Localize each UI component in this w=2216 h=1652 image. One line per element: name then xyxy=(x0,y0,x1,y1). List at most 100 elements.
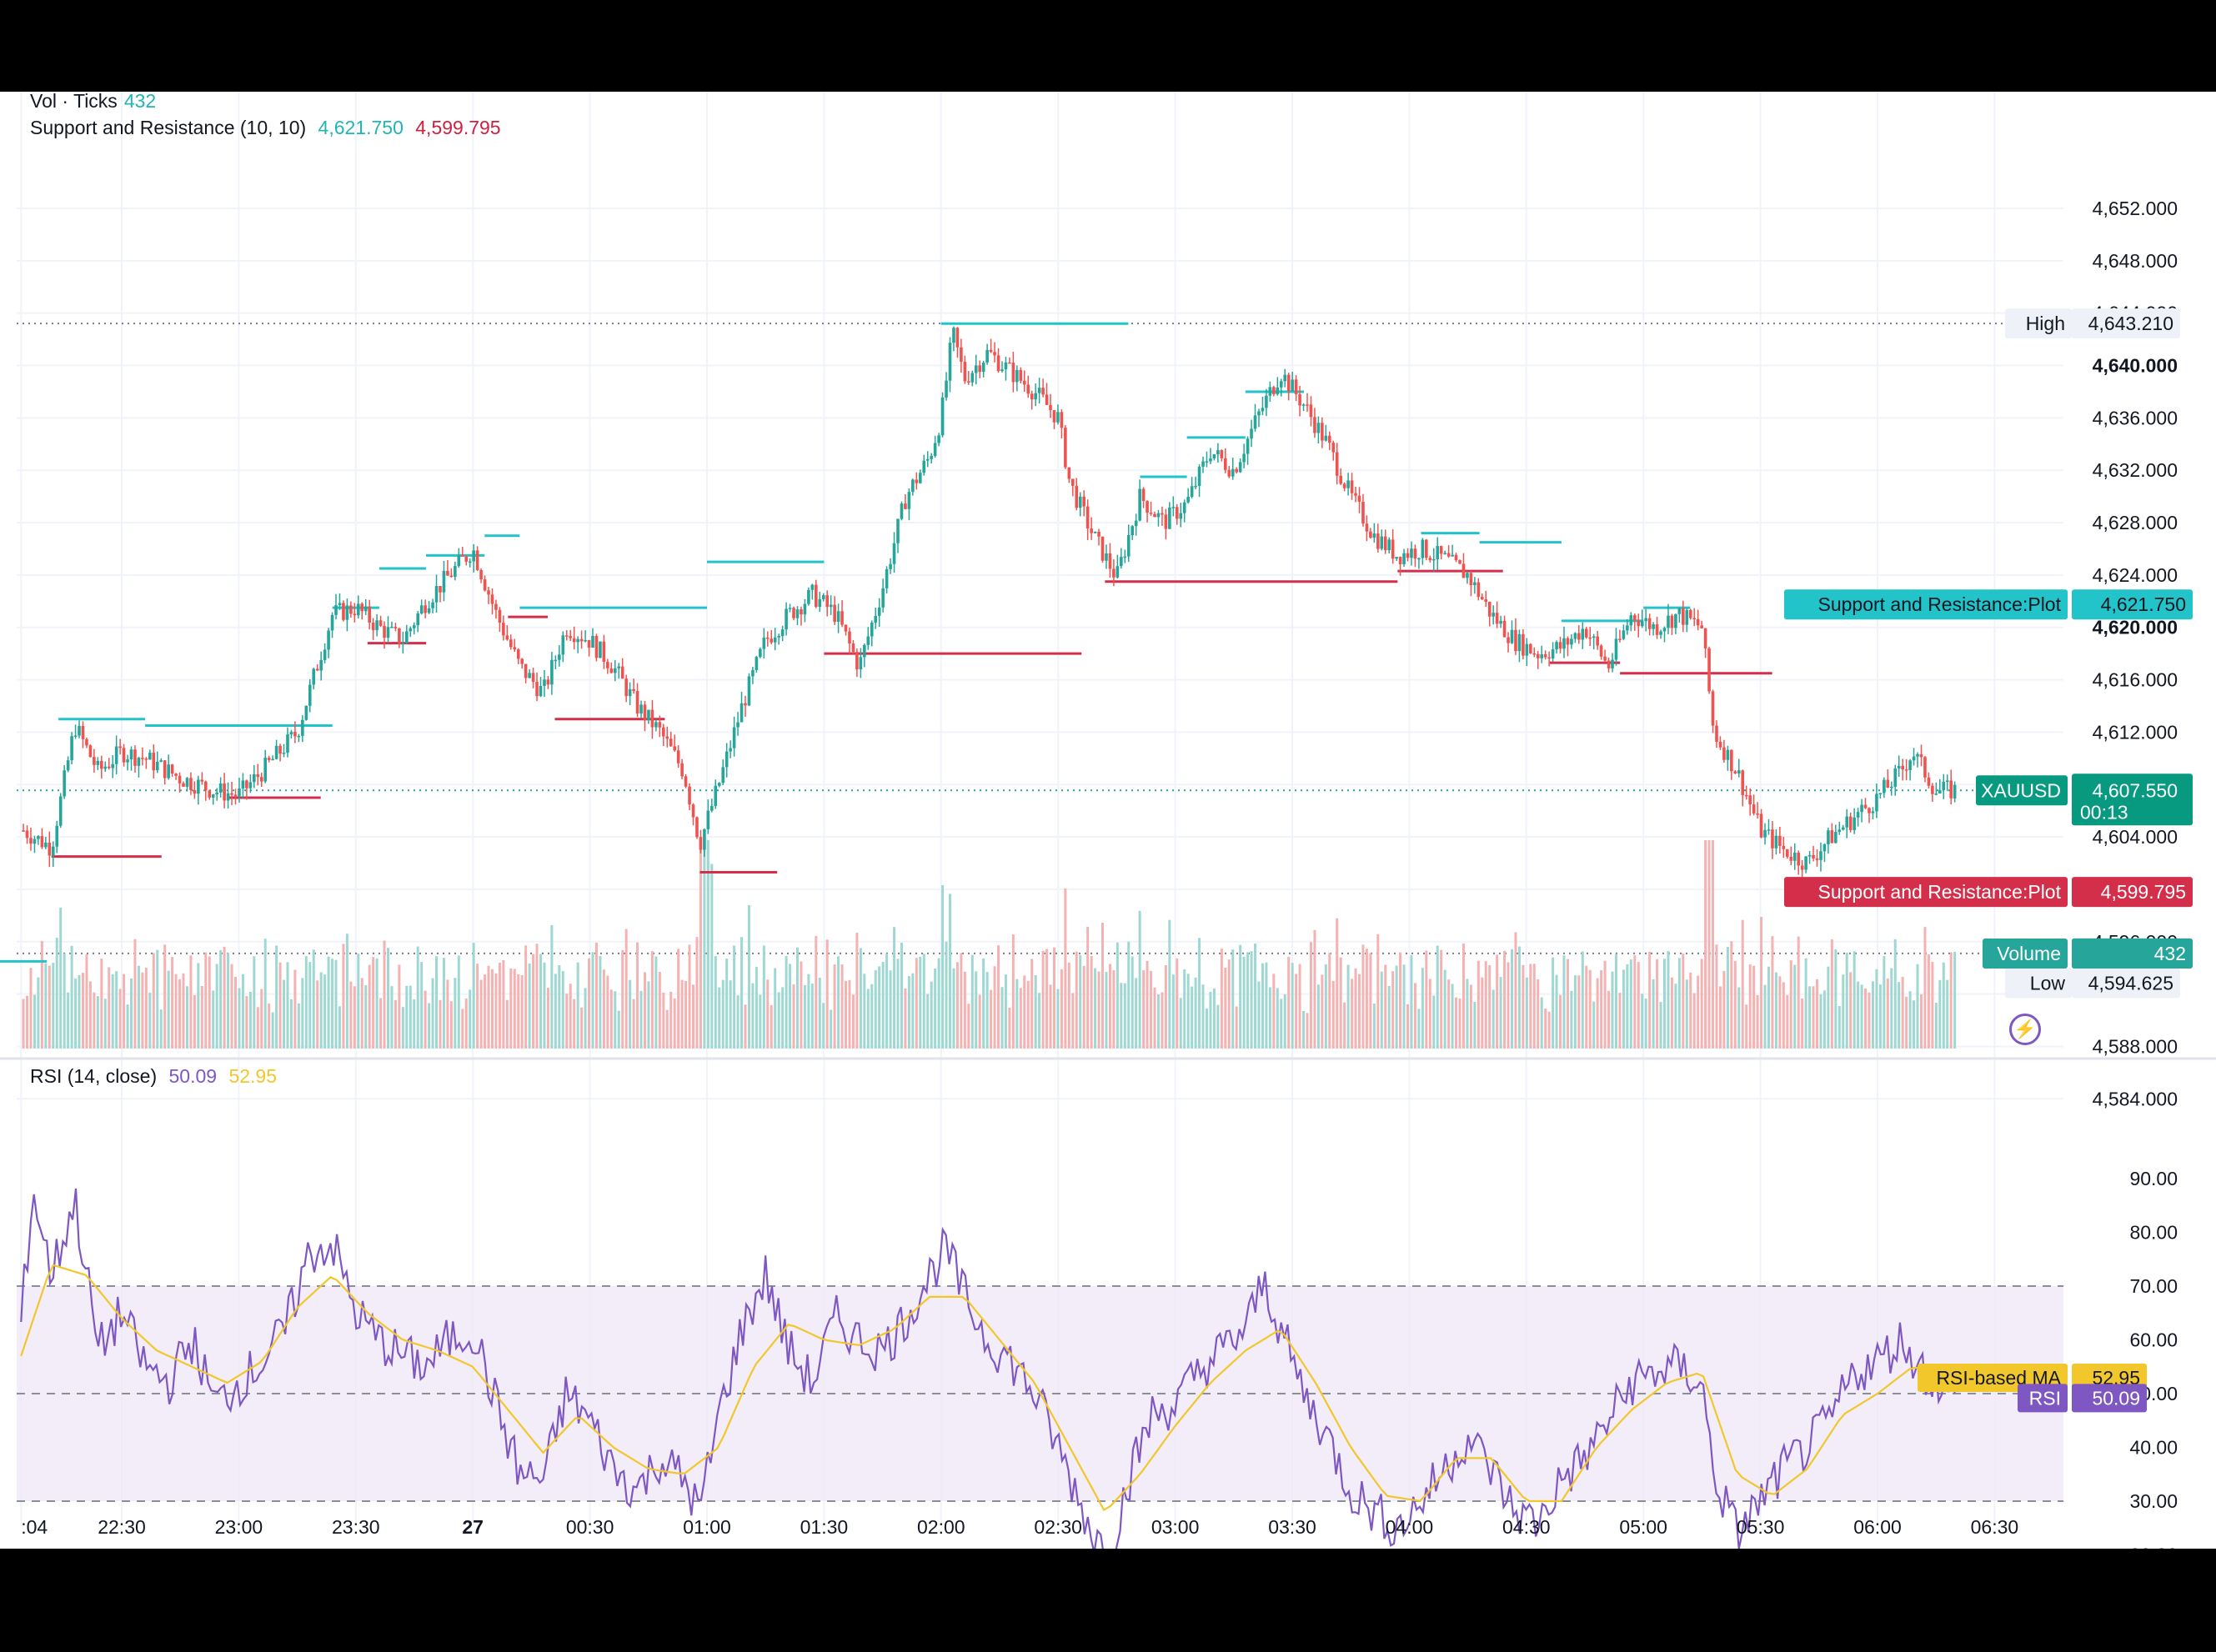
volume-bar xyxy=(428,1003,431,1049)
candle-body xyxy=(740,703,744,723)
candle-body xyxy=(1782,845,1786,849)
candle-body xyxy=(25,830,29,839)
volume-bar xyxy=(1116,942,1119,1049)
candle-body xyxy=(193,789,197,794)
volume-bar xyxy=(580,1007,584,1049)
volume-bar xyxy=(1402,964,1406,1049)
candle-body xyxy=(386,627,390,638)
candle-body xyxy=(1454,554,1458,561)
volume-bar xyxy=(845,980,848,1049)
candle-body xyxy=(960,347,963,363)
volume-bar xyxy=(803,984,806,1049)
volume-bar xyxy=(1622,969,1625,1049)
volume-bar xyxy=(1268,987,1271,1049)
candle-body xyxy=(1070,478,1075,486)
volume-bar xyxy=(1030,959,1034,1049)
candle-body xyxy=(427,608,431,613)
candle-body xyxy=(1522,633,1525,656)
candle-body xyxy=(99,760,103,769)
candle-body xyxy=(1298,393,1301,406)
candle-body xyxy=(569,636,573,638)
candle-body xyxy=(1227,469,1231,477)
candle-body xyxy=(218,783,223,793)
volume-bar xyxy=(454,978,457,1049)
rsi-legend[interactable]: RSI (14, close) 50.09 52.95 xyxy=(30,1065,283,1088)
volume-bar xyxy=(1923,927,1927,1049)
candle-body xyxy=(1815,858,1819,860)
lightning-icon[interactable]: ⚡ xyxy=(2009,1014,2041,1045)
volume-bar xyxy=(1071,993,1075,1049)
sr-legend[interactable]: Support and Resistance (10, 10) 4,621.75… xyxy=(30,117,508,139)
candle-body xyxy=(558,654,561,660)
candle-body xyxy=(107,766,111,768)
candle-body xyxy=(1216,450,1220,455)
candle-body xyxy=(907,492,911,509)
sr-legend-value-resistance: 4,621.750 xyxy=(318,117,404,138)
volume-bar xyxy=(520,974,524,1049)
volume-bar xyxy=(133,939,137,1049)
volume-bar xyxy=(990,989,993,1049)
volume-bar xyxy=(1496,954,1499,1049)
candle-body xyxy=(900,503,904,519)
candle-body xyxy=(1331,443,1336,453)
volume-bar xyxy=(171,957,174,1049)
candle-body xyxy=(1201,461,1205,467)
volume-bar xyxy=(893,927,896,1049)
volume-bar xyxy=(807,974,810,1049)
sr-legend-value-support: 4,599.795 xyxy=(415,117,501,138)
candle-body xyxy=(1090,528,1093,533)
volume-bar xyxy=(650,951,654,1049)
volume-bar xyxy=(1372,1004,1376,1049)
candle-body xyxy=(620,666,624,679)
candle-body xyxy=(70,736,73,761)
volume-bar xyxy=(1257,981,1261,1049)
sr-plot-value-tag-2-box xyxy=(2072,877,2193,908)
candle-body xyxy=(163,760,167,778)
volume-bar xyxy=(1946,979,1949,1049)
volume-bar xyxy=(1875,969,1878,1049)
volume-bar xyxy=(978,994,981,1049)
candle-body xyxy=(576,638,579,643)
candle-body xyxy=(185,778,189,787)
candle-body xyxy=(1250,428,1253,439)
candle-body xyxy=(1543,654,1547,658)
volume-bar xyxy=(464,998,468,1049)
candle-body xyxy=(1812,854,1815,859)
candle-body xyxy=(665,736,669,739)
candle-body xyxy=(1398,557,1402,565)
volume-bar xyxy=(1082,965,1085,1049)
candle-body xyxy=(1480,597,1484,600)
volume-bar xyxy=(319,972,323,1049)
volume-bar xyxy=(33,994,36,1049)
candle-body xyxy=(1134,520,1138,527)
volume-bar xyxy=(1864,988,1868,1049)
high-tag-value: 4,643.210 xyxy=(2088,313,2173,334)
volume-bar xyxy=(740,937,744,1049)
chart-canvas[interactable]: 4,652.0004,648.0004,644.0004,640.0004,63… xyxy=(0,92,2216,1549)
time-axis-label: 01:00 xyxy=(683,1516,731,1538)
volume-bar xyxy=(1052,947,1055,1049)
rsi-legend-value: 50.09 xyxy=(168,1065,218,1087)
price-axis-label: 4,584.000 xyxy=(2093,1088,2178,1109)
volume-bar xyxy=(584,988,587,1049)
volume-bar xyxy=(1916,964,1919,1049)
volume-bar xyxy=(1878,984,1882,1049)
price-axis-label: 4,636.000 xyxy=(2093,407,2178,428)
volume-bar xyxy=(1718,986,1722,1049)
volume-bar xyxy=(874,970,877,1049)
candle-body xyxy=(1004,362,1008,370)
volume-bar xyxy=(1324,964,1327,1049)
volume-bar xyxy=(1447,979,1451,1049)
candle-body xyxy=(1008,362,1011,364)
candle-body xyxy=(189,778,193,790)
time-axis-label: 23:30 xyxy=(332,1516,380,1538)
candle-body xyxy=(1253,415,1257,429)
candle-body xyxy=(896,518,900,543)
candle-body xyxy=(1116,566,1120,578)
volume-legend[interactable]: Vol · Ticks 432 xyxy=(30,92,163,113)
volume-bar xyxy=(1953,951,1957,1049)
candle-body xyxy=(937,435,940,443)
candle-body xyxy=(1800,865,1804,870)
volume-bar xyxy=(1689,972,1692,1049)
candle-body xyxy=(1131,526,1135,536)
